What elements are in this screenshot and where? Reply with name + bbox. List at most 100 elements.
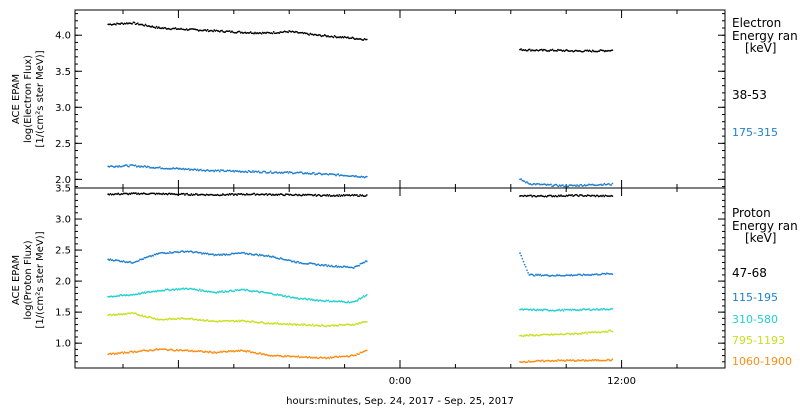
data-point: [138, 292, 140, 294]
data-point: [541, 49, 544, 52]
data-point: [138, 259, 140, 262]
proton-ylabel-line-1: ACE EPAM: [11, 255, 22, 305]
legend-electron-175-315: 175-315: [732, 126, 778, 139]
legend-electron-38-53: 38-53: [732, 88, 767, 102]
data-point: [256, 290, 259, 292]
data-point: [355, 174, 357, 177]
data-point: [213, 29, 216, 31]
data-point: [265, 192, 268, 195]
data-point: [556, 360, 558, 363]
data-point: [151, 25, 154, 27]
data-point: [564, 185, 566, 188]
data-point: [173, 349, 176, 352]
data-point: [122, 259, 125, 262]
data-point: [228, 350, 231, 353]
data-point: [532, 333, 534, 336]
data-point: [121, 351, 124, 354]
data-point: [238, 350, 241, 353]
data-point: [296, 296, 299, 299]
proton-panel-frame: [74, 187, 726, 369]
data-point: [270, 256, 273, 258]
data-point: [550, 333, 553, 335]
data-point: [121, 22, 124, 25]
data-point: [524, 265, 527, 268]
data-point: [534, 334, 537, 337]
data-point: [523, 263, 526, 266]
data-point: [571, 193, 573, 196]
data-point: [334, 173, 336, 176]
data-point: [584, 331, 587, 334]
data-point: [576, 360, 578, 362]
data-point: [287, 31, 289, 34]
data-point: [541, 309, 544, 312]
data-point: [336, 194, 338, 196]
data-point: [519, 252, 521, 255]
data-point: [591, 49, 594, 52]
series-electron-175-315: [107, 163, 614, 188]
proton-ylabel: ACE EPAM log(Proton Flux) [1/(cm²s ster …: [11, 231, 46, 328]
data-point: [348, 355, 351, 358]
data-point: [590, 359, 593, 362]
data-point: [577, 195, 580, 198]
data-point: [363, 261, 366, 264]
x-tick-label: 0:00: [389, 376, 411, 387]
data-point: [221, 290, 223, 292]
data-point: [611, 195, 614, 197]
data-point: [274, 321, 277, 324]
electron-legend-title-3: [keV]: [745, 41, 776, 55]
electron-ylabel: ACE EPAM log(Electron Flux) [1/(cm²s ste…: [11, 50, 46, 147]
data-point: [326, 265, 329, 268]
data-point: [207, 351, 210, 354]
data-point: [521, 308, 524, 310]
data-point: [324, 356, 326, 359]
data-point: [220, 350, 222, 353]
data-point: [334, 265, 336, 268]
data-point: [295, 261, 298, 264]
data-point: [221, 254, 223, 257]
data-point: [561, 308, 564, 311]
data-point: [173, 167, 176, 170]
data-point: [232, 319, 234, 322]
data-point: [191, 317, 193, 320]
y-tick-label: 3.5: [55, 67, 71, 78]
series-proton-115-195: [107, 250, 614, 277]
data-point: [108, 193, 111, 196]
data-point: [238, 30, 241, 33]
data-point: [610, 184, 613, 186]
data-point: [176, 289, 179, 291]
data-point: [127, 193, 130, 196]
data-point: [186, 349, 189, 351]
data-point: [129, 312, 131, 315]
y-tick-label: 2.5: [55, 246, 71, 257]
data-point: [308, 297, 311, 300]
data-point: [284, 294, 286, 297]
data-point: [125, 164, 128, 166]
data-point: [261, 171, 263, 174]
data-point: [335, 174, 337, 177]
data-point: [361, 296, 364, 299]
data-point: [594, 358, 597, 361]
data-point: [287, 172, 290, 174]
data-point: [611, 358, 614, 361]
data-point: [341, 266, 344, 269]
data-point: [233, 290, 236, 293]
data-point: [328, 193, 331, 196]
data-point: [249, 31, 252, 33]
electron-panel-frame: [74, 9, 726, 189]
data-point: [602, 184, 604, 186]
data-point: [196, 168, 199, 171]
y-tick-label: 1.0: [55, 339, 71, 350]
data-point: [319, 34, 322, 36]
data-point: [252, 170, 254, 172]
data-point: [357, 323, 359, 325]
data-point: [117, 192, 120, 195]
data-point: [167, 252, 170, 255]
data-point: [609, 329, 611, 332]
data-point: [572, 359, 575, 361]
data-point: [164, 27, 167, 29]
data-point: [550, 194, 552, 197]
data-point: [237, 319, 240, 322]
data-point: [230, 253, 232, 256]
data-point: [201, 350, 203, 352]
series-proton-310-580: [107, 287, 614, 312]
